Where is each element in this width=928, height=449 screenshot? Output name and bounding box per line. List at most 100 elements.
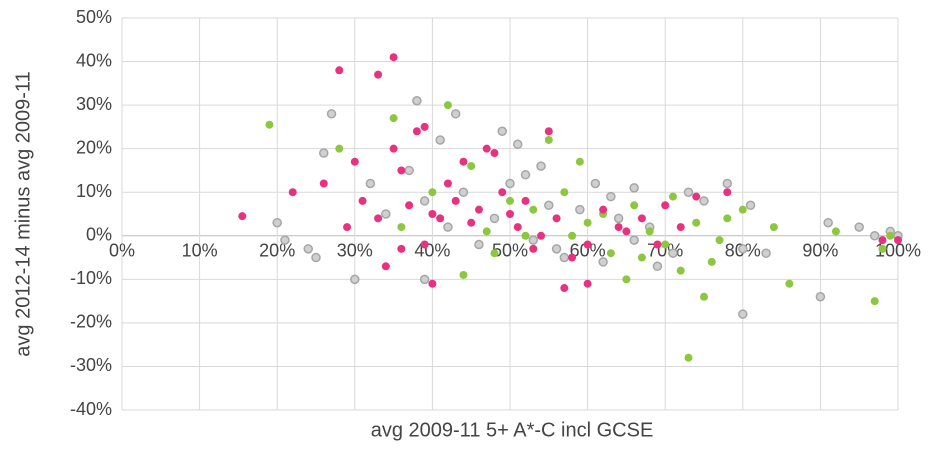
x-tick-label: 100% bbox=[875, 241, 921, 261]
scatter-point bbox=[489, 213, 500, 224]
scatter-point bbox=[335, 66, 344, 75]
scatter-point bbox=[474, 205, 483, 214]
scatter-point bbox=[878, 236, 887, 245]
y-tick-label: -10% bbox=[70, 268, 112, 288]
scatter-point bbox=[560, 284, 569, 293]
scatter-point bbox=[544, 127, 553, 136]
x-tick-label: 90% bbox=[802, 241, 838, 261]
scatter-point bbox=[381, 262, 390, 271]
scatter-point bbox=[350, 157, 359, 166]
scatter-point bbox=[653, 240, 662, 249]
y-tick-label: -30% bbox=[70, 355, 112, 375]
scatter-point bbox=[637, 214, 646, 223]
scatter-point bbox=[319, 148, 329, 158]
scatter-point bbox=[870, 297, 879, 306]
scatter-point bbox=[537, 231, 546, 240]
scatter-point bbox=[420, 122, 429, 131]
scatter-point bbox=[637, 253, 646, 262]
scatter-point bbox=[506, 210, 514, 218]
scatter-point bbox=[738, 244, 748, 254]
scatter-point bbox=[831, 227, 840, 236]
y-tick-label: 20% bbox=[76, 137, 112, 157]
scatter-point bbox=[886, 231, 895, 240]
scatter-point bbox=[311, 252, 321, 263]
scatter-point bbox=[645, 227, 654, 236]
scatter-point bbox=[761, 248, 771, 258]
scatter-point bbox=[598, 257, 608, 267]
scatter-point bbox=[381, 209, 391, 219]
x-tick-label: 10% bbox=[182, 241, 218, 261]
scatter-point bbox=[490, 249, 499, 258]
scatter-point bbox=[358, 196, 367, 205]
scatter-point bbox=[450, 109, 461, 119]
scatter-point bbox=[707, 257, 716, 266]
scatter-point bbox=[622, 227, 631, 236]
x-tick-label: 50% bbox=[492, 241, 528, 261]
scatter-point bbox=[497, 126, 507, 136]
scatter-point bbox=[389, 144, 398, 153]
scatter-point bbox=[894, 236, 902, 245]
y-tick-label: 10% bbox=[76, 181, 112, 201]
scatter-point bbox=[599, 205, 608, 214]
x-tick-label: 60% bbox=[570, 241, 606, 261]
y-tick-label: 0% bbox=[86, 225, 112, 245]
y-tick-label: 40% bbox=[76, 50, 112, 70]
scatter-point bbox=[528, 235, 539, 245]
scatter-point bbox=[374, 214, 383, 223]
scatter-point bbox=[272, 217, 282, 228]
scatter-point bbox=[676, 266, 685, 275]
scatter-point bbox=[303, 244, 313, 254]
scatter-point bbox=[544, 200, 554, 211]
y-tick-label: -40% bbox=[70, 399, 112, 419]
x-tick-label: 20% bbox=[259, 241, 295, 261]
scatter-point bbox=[458, 187, 469, 197]
scatter-point bbox=[420, 240, 429, 249]
scatter-point bbox=[397, 223, 406, 232]
scatter-point bbox=[614, 223, 623, 232]
scatter-point bbox=[583, 279, 592, 288]
scatter-point bbox=[606, 191, 616, 202]
x-tick-label: 40% bbox=[414, 241, 450, 261]
scatter-point bbox=[738, 309, 748, 319]
scatter-point bbox=[536, 161, 546, 171]
y-axis-title: avg 2012-14 minus avg 2009-11 bbox=[12, 71, 34, 356]
scatter-point bbox=[722, 178, 733, 189]
scatter-point bbox=[506, 196, 514, 205]
scatter-point bbox=[520, 170, 531, 180]
scatter-point bbox=[443, 101, 452, 110]
scatter-point bbox=[785, 279, 794, 288]
scatter-point bbox=[482, 227, 491, 236]
scatter-point bbox=[630, 201, 639, 210]
scatter-point bbox=[459, 270, 468, 279]
scatter-point bbox=[815, 292, 826, 302]
scatter-point bbox=[652, 261, 663, 272]
scatter-point bbox=[613, 213, 624, 224]
scatter-point bbox=[397, 244, 406, 253]
scatter-point bbox=[404, 165, 414, 176]
scatter-point bbox=[365, 178, 376, 189]
y-tick-label: 50% bbox=[76, 7, 112, 27]
scatter-point bbox=[326, 109, 337, 119]
scatter-point bbox=[544, 135, 553, 144]
scatter-point bbox=[590, 178, 601, 189]
scatter-point bbox=[878, 244, 887, 253]
scatter-point bbox=[668, 248, 678, 258]
scatter-point bbox=[684, 353, 693, 362]
scatter-point bbox=[692, 218, 701, 227]
y-tick-label: -20% bbox=[70, 312, 112, 332]
scatter-point bbox=[521, 231, 530, 240]
scatter-point bbox=[428, 210, 437, 218]
scatter-point bbox=[443, 179, 452, 188]
scatter-point bbox=[288, 188, 297, 197]
scatter-point bbox=[529, 205, 538, 214]
scatter-point bbox=[700, 292, 708, 301]
scatter-point bbox=[552, 214, 561, 223]
y-tick-label: 30% bbox=[76, 94, 112, 114]
scatter-point bbox=[451, 196, 460, 205]
scatter-point bbox=[559, 252, 570, 263]
scatter-point bbox=[435, 135, 445, 145]
scatter-point bbox=[505, 178, 515, 189]
scatter-point bbox=[575, 204, 585, 215]
scatter-point bbox=[436, 214, 445, 223]
